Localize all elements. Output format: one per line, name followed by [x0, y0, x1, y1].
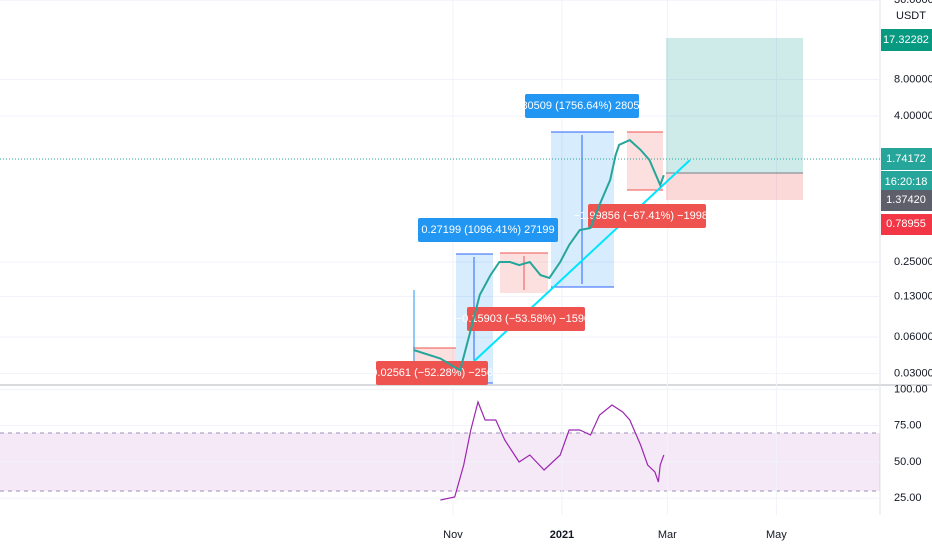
y-tick-label: 4.00000	[894, 110, 932, 122]
x-tick-label: Nov	[443, 529, 463, 541]
price-tag-bg	[881, 171, 932, 192]
measure-label-bg	[467, 307, 585, 331]
price-tag: 0.78955	[886, 218, 926, 230]
price-tag: 1.74172	[886, 153, 926, 165]
long-position-stop	[666, 173, 803, 200]
long-position-target	[666, 38, 803, 173]
measure-label: 2.80509 (1756.64%) 280509	[512, 100, 651, 112]
measure-label: −0.15903 (−53.58%) −15903	[456, 313, 596, 325]
measure-label: 0.27199 (1096.41%) 27199	[421, 224, 554, 236]
price-tag-bg	[881, 214, 932, 235]
price-tag: 1.37420	[886, 194, 926, 206]
price-tag: 17.32282	[883, 34, 929, 46]
measure-label: −0.02561 (−52.28%) −2561	[365, 367, 499, 379]
countdown-tag: 16:20:18	[885, 176, 928, 188]
y-tick-label: 100.00	[894, 383, 928, 395]
y-tick-label: 0.13000	[894, 290, 932, 302]
axis-unit: USDT	[896, 10, 926, 22]
y-tick-label: 25.00	[894, 492, 922, 504]
x-tick-label: May	[766, 529, 787, 541]
y-tick-label: 0.03000	[894, 368, 932, 380]
series-line	[440, 400, 665, 501]
x-tick-label: 2021	[550, 529, 574, 541]
price-tag-bg	[881, 29, 932, 51]
y-tick-label: 0.06000	[894, 331, 932, 343]
measure-label-bg	[525, 94, 639, 118]
drawings	[0, 38, 880, 384]
price-tag-bg	[881, 148, 932, 170]
y-tick-label: 75.00	[894, 420, 922, 432]
price-tag-bg	[881, 190, 932, 211]
y-tick-label: 0.25000	[894, 256, 932, 268]
y-tick-label: 36.00000	[894, 0, 932, 6]
measure-label-bg	[588, 204, 706, 228]
y-tick-label: 8.00000	[894, 73, 932, 85]
measure-label-bg	[418, 218, 558, 242]
y-tick-label: 50.00	[894, 456, 922, 468]
x-tick-label: Mar	[658, 529, 677, 541]
series-line	[413, 138, 665, 372]
measure-label: −1.99856 (−67.41%) −199856	[574, 210, 721, 222]
